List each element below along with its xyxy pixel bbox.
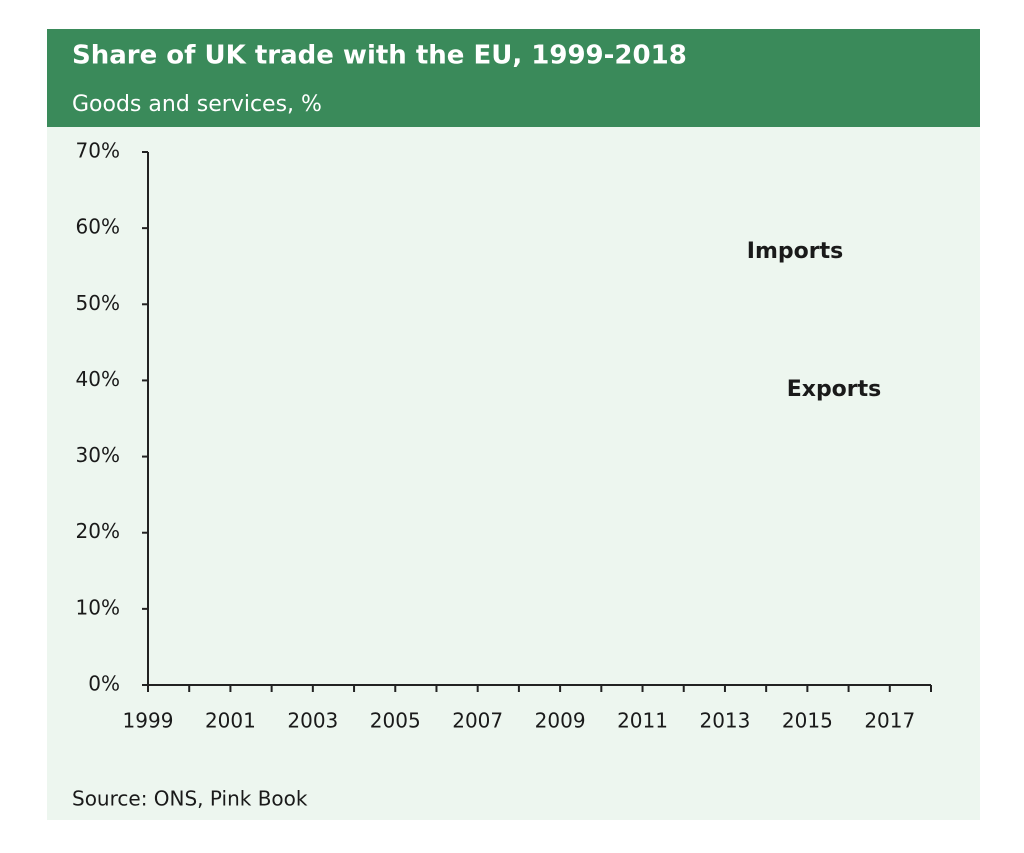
y-tick-label: 10% — [76, 595, 120, 619]
x-tick-label: 2007 — [452, 709, 503, 733]
series-label: Exports — [787, 377, 882, 402]
x-tick-label: 2003 — [287, 709, 338, 733]
x-tick-label: 2017 — [864, 709, 915, 733]
source-note: Source: ONS, Pink Book — [72, 787, 308, 811]
x-tick-label: 1999 — [123, 709, 174, 733]
x-tick-label: 2009 — [535, 709, 586, 733]
y-tick-label: 70% — [76, 139, 120, 163]
chart-title: Share of UK trade with the EU, 1999-2018 — [72, 41, 687, 71]
x-tick-label: 2015 — [782, 709, 833, 733]
x-tick-label: 2005 — [370, 709, 421, 733]
chart-subtitle: Goods and services, % — [72, 92, 322, 117]
plot-panel — [47, 127, 980, 820]
y-tick-label: 40% — [76, 367, 120, 391]
y-tick-label: 20% — [76, 519, 120, 543]
header-band — [47, 29, 980, 127]
y-tick-label: 30% — [76, 443, 120, 467]
x-tick-label: 2013 — [699, 709, 750, 733]
x-tick-label: 2001 — [205, 709, 256, 733]
y-tick-label: 50% — [76, 291, 120, 315]
y-tick-label: 0% — [88, 672, 120, 696]
series-label: Imports — [747, 239, 843, 264]
x-tick-label: 2011 — [617, 709, 668, 733]
y-tick-label: 60% — [76, 215, 120, 239]
